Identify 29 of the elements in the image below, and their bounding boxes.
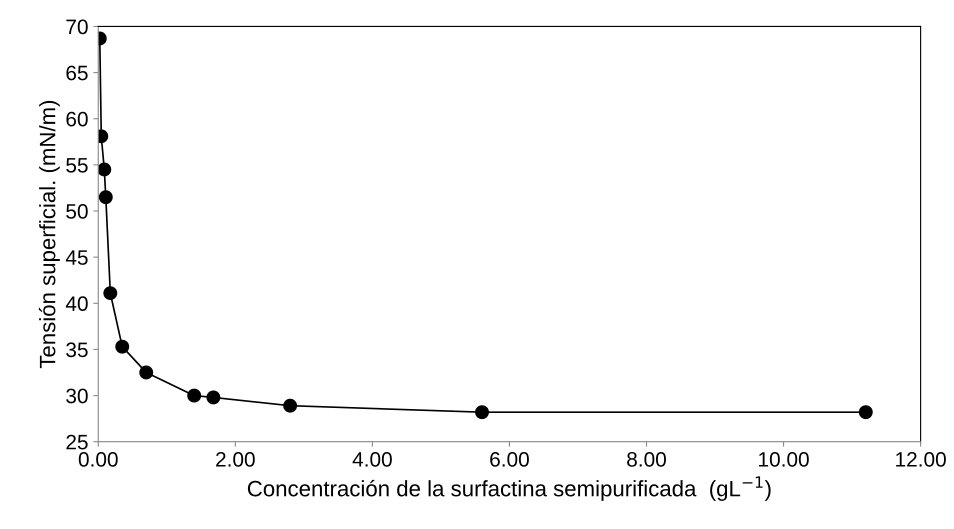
y-tick-label: 35 [66,342,88,358]
y-tick-label: 50 [66,204,88,219]
x-tick-label: 4.00 [352,452,392,467]
y-tick-label: 70 [66,19,88,34]
y-axis-title: Tensión superficial. (mN/m) [38,100,60,368]
point [103,286,118,300]
x-tick-label: 0.00 [78,452,118,467]
point [858,405,873,420]
point [139,366,154,380]
y-tick-label: 45 [66,250,88,265]
x-tick-label: 10.00 [759,452,809,467]
y-tick-label: 25 [66,434,88,450]
point [206,390,220,404]
point [475,405,489,420]
y-tick-label: 40 [66,296,88,312]
point [98,162,112,176]
x-tick-label: 8.00 [627,452,666,467]
x-tick-label: 12.00 [896,452,946,467]
point [115,340,130,354]
x-tick-label: 2.00 [216,452,255,467]
y-tick-label: 55 [66,158,88,173]
y-tick-label: 65 [66,66,88,80]
point [98,190,113,204]
y-tick-label: 60 [66,112,88,126]
x-tick-label: 6.00 [490,452,529,467]
y-tick-label: 30 [66,388,88,404]
point [283,398,298,413]
x-axis-title: Concentración de la surfactina semipurificada (gL$^{−1}$) [248,476,771,501]
point [187,388,202,403]
